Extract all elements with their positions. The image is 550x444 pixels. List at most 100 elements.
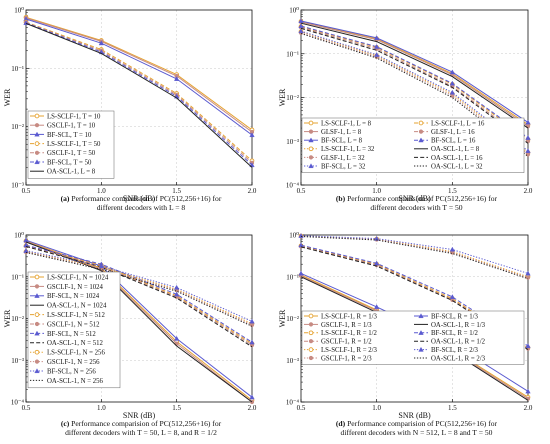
legend-label: LS-SCLF-1, R = 2/3 xyxy=(321,347,378,354)
legend-marker xyxy=(34,349,40,355)
caption-line-2: different decoders with T = 50, L = 8, a… xyxy=(65,428,217,437)
x-tick-label: 0.5 xyxy=(297,187,306,195)
series-line xyxy=(25,21,253,162)
data-point xyxy=(298,270,304,276)
x-axis-label: SNR (dB) xyxy=(123,411,156,420)
legend-marker xyxy=(34,284,40,289)
data-point xyxy=(374,260,380,266)
data-point xyxy=(525,270,531,276)
series-line xyxy=(25,22,253,168)
legend-box xyxy=(301,310,525,365)
data-point xyxy=(174,284,180,290)
y-tick-label: 10⁻² xyxy=(286,94,299,102)
caption-line-2: different decoders with L = 8 xyxy=(97,203,186,212)
legend-marker xyxy=(308,330,314,336)
y-axis-label: WER xyxy=(3,88,12,106)
chart-panel-a: 10⁻³ 10⁻² 10⁻¹ 10⁰ 0.5 1.0 1.5 2.0 SNR (dB) WER LS… xyxy=(3,7,257,213)
legend-label: LS-SCLF-1, T = 50 xyxy=(47,141,101,148)
caption-line-1: (b) Performance comparision of PC(512,25… xyxy=(336,194,498,203)
legend-label: OA-SCL-1, R = 1/3 xyxy=(431,322,486,329)
x-tick-label: 1.5 xyxy=(172,187,181,195)
caption-line-2: different decoders with N = 512, L = 8 a… xyxy=(341,428,493,437)
legend-label: LS-SCLF-1, N = 256 xyxy=(47,350,105,357)
y-tick-label: 10⁻¹ xyxy=(286,273,299,281)
legend-marker xyxy=(418,346,424,352)
legend-marker xyxy=(34,131,40,137)
x-tick-label: 2.0 xyxy=(248,187,257,195)
series-line xyxy=(25,16,253,131)
legend-marker xyxy=(418,137,424,143)
legend-marker xyxy=(418,330,424,335)
data-point xyxy=(374,43,380,49)
caption-label: (b) xyxy=(336,194,347,203)
series-line xyxy=(300,21,529,127)
caption-label: (a) xyxy=(61,194,72,203)
x-tick-label: 2.0 xyxy=(524,187,533,195)
y-tick-label: 10⁰ xyxy=(14,7,24,15)
legend-marker xyxy=(308,313,314,319)
caption-label: (d) xyxy=(336,419,347,428)
series-line xyxy=(300,20,529,126)
caption-line-1: (a) Performance comparision of PC(512,25… xyxy=(61,194,222,203)
data-point xyxy=(249,394,255,400)
legend-marker xyxy=(308,129,314,134)
plot-frame xyxy=(300,9,529,186)
legend-box xyxy=(27,110,115,179)
legend-marker xyxy=(34,150,40,155)
data-point xyxy=(525,343,531,348)
legend-label: OA-SCL-1, N = 256 xyxy=(47,378,104,385)
legend-label: BF-SCL, N = 256 xyxy=(47,368,96,375)
legend-label: GSCLF-1, N = 256 xyxy=(47,359,100,366)
legend-marker xyxy=(34,321,40,327)
y-tick-label: 10⁻² xyxy=(286,315,299,323)
data-point xyxy=(525,148,531,153)
caption-label: (c) xyxy=(61,419,71,428)
data-point xyxy=(298,23,304,29)
x-axis-label: SNR (dB) xyxy=(123,194,156,203)
series-line xyxy=(25,22,253,164)
legend-label: BF-SCL, N = 1024 xyxy=(47,293,100,300)
plot-frame xyxy=(300,234,529,403)
x-tick-label: 1.5 xyxy=(448,404,457,412)
legend-box xyxy=(301,117,525,173)
legend-marker xyxy=(34,159,40,165)
series-line xyxy=(300,236,529,280)
legend-marker xyxy=(418,129,424,134)
y-tick-label: 10⁰ xyxy=(289,232,299,240)
legend-label: LS-SCLF-1, T = 10 xyxy=(47,113,101,120)
data-point xyxy=(374,304,380,309)
data-point xyxy=(449,80,455,86)
data-point xyxy=(525,119,531,125)
series xyxy=(25,246,253,348)
legend-label: OA-SCL-1, L = 8 xyxy=(47,169,96,176)
y-tick-label: 10⁻¹ xyxy=(11,65,24,73)
data-point xyxy=(174,291,180,297)
series xyxy=(25,252,253,327)
legend-label: OA-SCL-1, L = 16 xyxy=(431,155,483,162)
plot-frame xyxy=(25,234,253,403)
x-tick-label: 1.5 xyxy=(172,404,181,412)
legend-marker xyxy=(308,120,314,126)
x-tick-label: 2.0 xyxy=(248,404,257,412)
x-tick-label: 0.5 xyxy=(22,187,31,195)
y-axis-label: WER xyxy=(278,88,287,106)
caption-line-1: (c) Performance comparision of PC(512,25… xyxy=(61,419,222,428)
series xyxy=(23,16,255,138)
legend-label: LS-SCLF-1, N = 512 xyxy=(47,312,105,319)
series-line xyxy=(25,251,253,326)
series-line xyxy=(300,235,529,279)
chart-panel-d: 10⁻⁴ 10⁻³ 10⁻² 10⁻¹ 10⁰ 0.5 1.0 1.5 2.0 SNR (dB) W… xyxy=(278,232,533,438)
legend-box xyxy=(27,271,121,389)
series-line xyxy=(25,245,253,346)
caption-text: Performance comparision of PC(512,256+16… xyxy=(347,194,497,203)
data-point xyxy=(23,242,29,248)
data-point xyxy=(525,388,531,394)
legend-marker xyxy=(34,293,40,298)
legend-label: GSCLF-1, N = 512 xyxy=(47,321,100,328)
legend-label: BF-SCL, T = 50 xyxy=(47,159,92,166)
x-tick-label: 1.0 xyxy=(372,187,381,195)
legend-marker xyxy=(418,313,424,319)
series xyxy=(298,233,531,280)
